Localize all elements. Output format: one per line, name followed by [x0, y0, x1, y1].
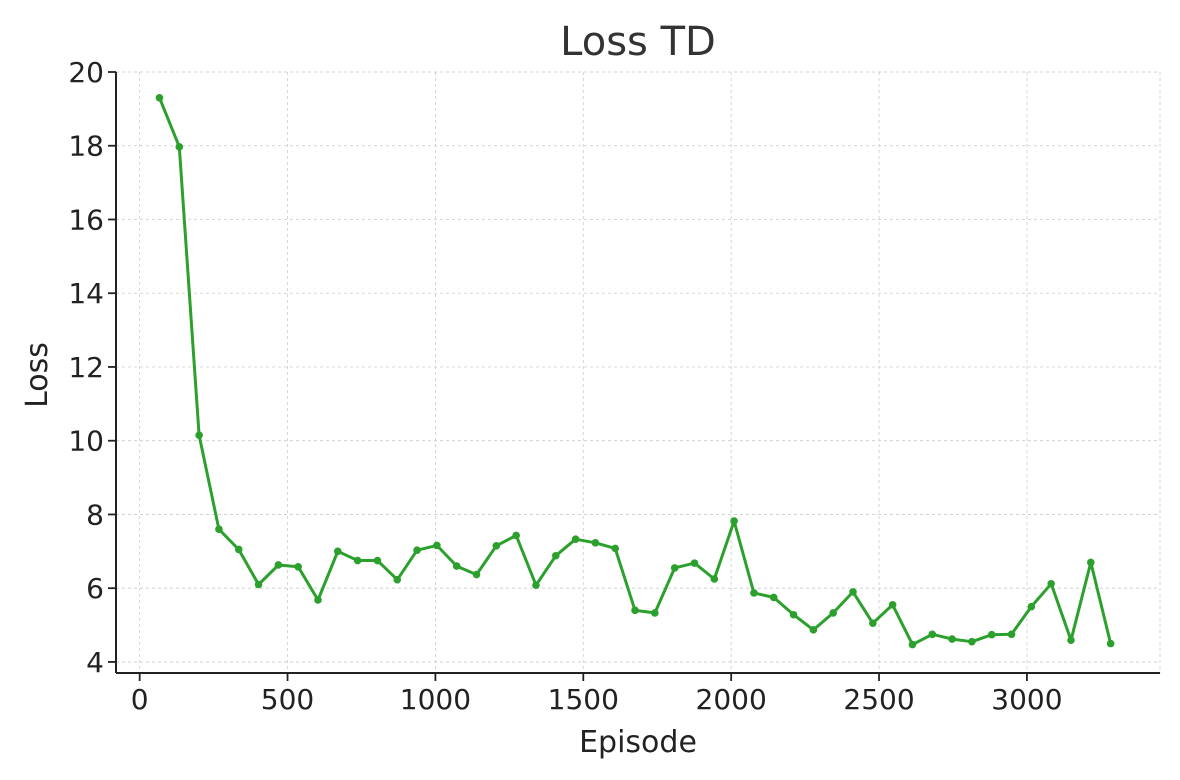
data-point — [155, 94, 164, 102]
data-point — [750, 589, 758, 597]
data-point — [532, 581, 540, 590]
data-point — [690, 559, 699, 567]
data-point — [591, 539, 600, 547]
data-point — [373, 556, 382, 565]
data-point — [948, 635, 956, 643]
data-point — [869, 619, 877, 628]
data-point — [571, 535, 580, 543]
data-point — [234, 545, 243, 554]
x-tick-label: 2500 — [843, 683, 914, 716]
data-point — [294, 563, 302, 571]
data-point — [987, 630, 996, 639]
data-point — [829, 609, 837, 617]
data-point — [888, 600, 897, 609]
grid-lines — [116, 71, 1161, 673]
x-tick-label: 1500 — [548, 683, 619, 716]
data-point — [611, 544, 620, 553]
y-tick-label: 10 — [68, 425, 104, 458]
data-point — [175, 143, 184, 151]
x-axis-label: Episode — [579, 725, 697, 760]
data-point — [334, 547, 342, 556]
data-point — [254, 580, 263, 589]
y-tick-label: 4 — [86, 646, 104, 679]
x-tick-label: 500 — [261, 683, 314, 716]
data-point — [195, 431, 203, 439]
data-point — [908, 640, 917, 649]
data-point — [710, 575, 719, 583]
data-point — [314, 596, 322, 604]
y-tick-label: 16 — [68, 203, 104, 236]
data-point — [492, 541, 501, 550]
data-point — [968, 637, 976, 646]
data-point — [1067, 636, 1075, 644]
data-point — [651, 609, 659, 617]
data-point — [631, 606, 639, 615]
y-tick-label: 8 — [86, 498, 104, 531]
data-point — [1086, 558, 1095, 567]
data-point — [353, 556, 362, 565]
data-point — [413, 546, 421, 555]
data-point — [730, 517, 738, 525]
x-tick-label: 1000 — [400, 683, 471, 716]
x-tick-label: 0 — [131, 683, 149, 716]
data-point — [452, 562, 461, 570]
data-point — [1047, 579, 1055, 588]
x-tick-label: 3000 — [991, 683, 1062, 716]
data-point — [670, 564, 679, 572]
y-tick-label: 12 — [68, 351, 104, 384]
chart-title: Loss TD — [560, 19, 716, 65]
data-point — [1106, 639, 1115, 648]
data-point — [472, 570, 481, 579]
series-line — [158, 97, 1113, 647]
data-point — [849, 588, 857, 596]
data-point — [789, 610, 798, 619]
y-tick-label: 18 — [68, 130, 104, 163]
loss-series — [155, 94, 1115, 649]
data-point — [274, 561, 283, 569]
data-point — [551, 551, 560, 560]
data-point — [1007, 630, 1016, 639]
axes — [115, 72, 1160, 674]
data-point — [512, 531, 520, 540]
data-point — [769, 593, 778, 602]
x-tick-label: 2000 — [696, 683, 767, 716]
data-point — [1027, 602, 1036, 611]
y-axis-label: Loss — [20, 342, 55, 408]
y-tick-label: 6 — [86, 572, 104, 605]
tick-labels: 0 500 1000 1500 2000 2500 3000 4 6 8 10 12 14 16 18 20 — [68, 56, 1062, 716]
data-point — [809, 626, 818, 634]
data-point — [393, 575, 402, 584]
data-point — [928, 630, 937, 639]
data-point — [433, 541, 441, 550]
data-point — [215, 525, 223, 534]
y-tick-label: 20 — [68, 56, 104, 89]
y-tick-label: 14 — [68, 277, 104, 310]
